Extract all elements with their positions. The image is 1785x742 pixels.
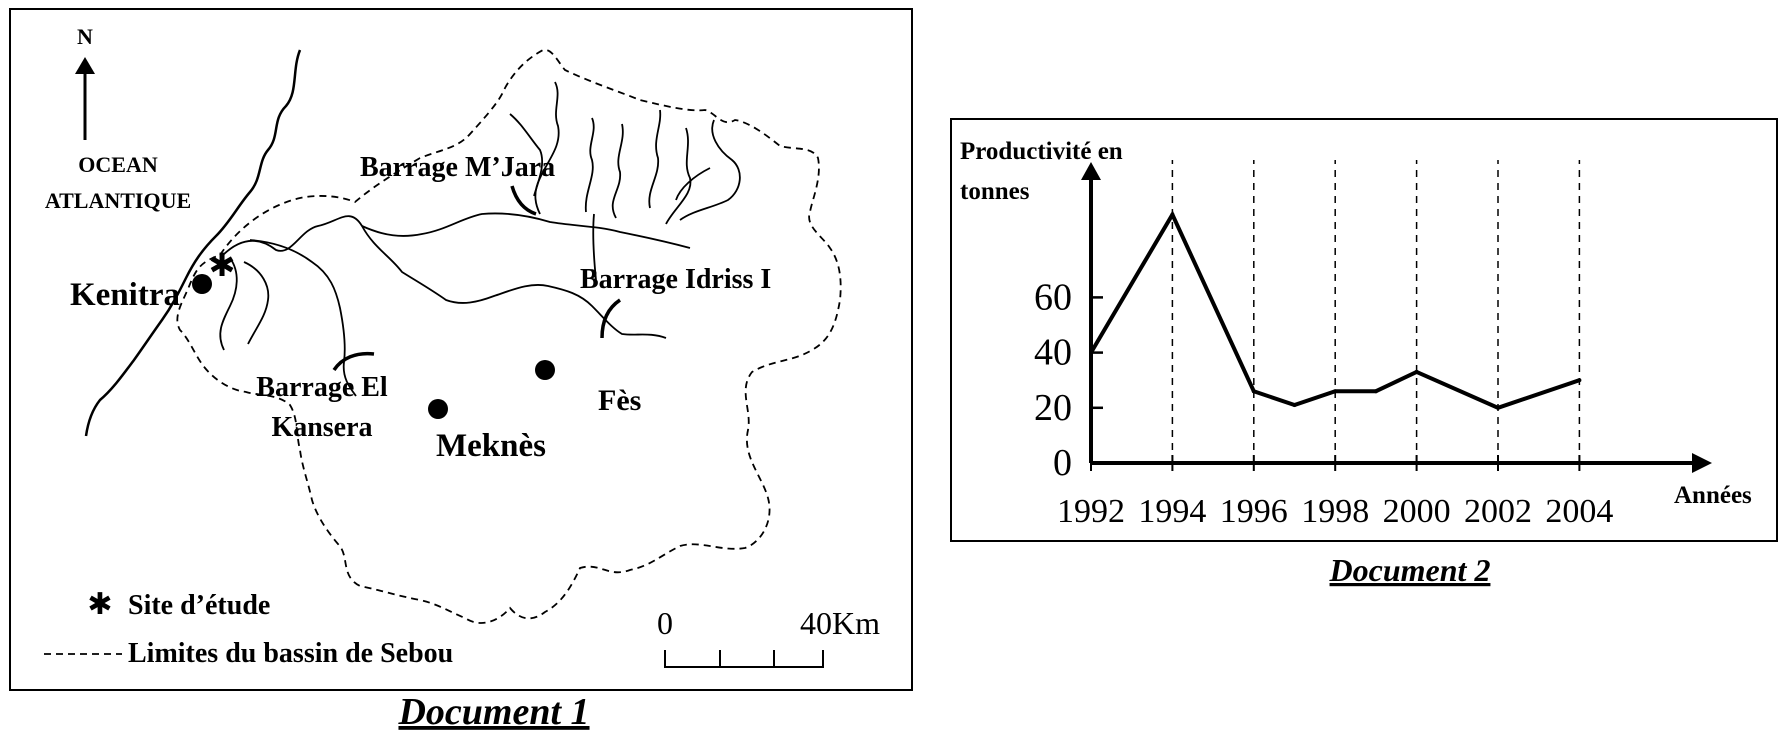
y-tick-label-0: 0 [1053,442,1072,484]
coastline [84,49,302,437]
tributary-1 [534,81,560,215]
chart-xlabel: Années [1674,482,1752,509]
dam-label-mjara: Barrage M’Jara [360,152,555,183]
x-tick-label-1998: 1998 [1301,493,1369,530]
legend-site-symbol: ✱ [87,588,112,621]
city-label-kenitra: Kenitra [70,277,180,313]
dam-label-kansera-line2: Kansera [271,412,372,443]
data-point-1992 [1089,350,1093,355]
scale-start-label: 0 [657,605,673,641]
tributary-6 [665,127,692,225]
legend-site-label: Site d’étude [128,590,270,621]
x-tick-label-1994: 1994 [1138,493,1206,530]
tributary-5 [648,109,662,209]
north-label: N [77,24,93,49]
document-1-map: N OCEAN ATLANTIQUE [9,8,913,733]
dam-kansera-marker [332,351,375,372]
data-point-1994 [1170,212,1175,217]
legend-limits-label: Limites du bassin de Sebou [128,638,453,669]
chart-series [1089,210,1582,410]
chart-ticks: 1992 1994 1996 1998 2000 2002 2004 0 20 40 60 [1034,276,1613,530]
data-point-1998 [1333,389,1338,394]
document-1-caption: Document 1 [397,691,589,733]
data-point-2004 [1577,378,1582,383]
city-dot-kenitra [192,274,212,294]
tributary-2 [509,113,544,197]
rivers [219,81,741,397]
x-tick-label-1992: 1992 [1057,493,1125,530]
city-dot-meknes [428,399,448,419]
data-point-2000 [1414,369,1419,374]
x-tick-label-2004: 2004 [1545,493,1613,530]
dam-label-kansera-line1: Barrage El [256,372,388,403]
city-label-meknes: Meknès [436,428,546,464]
chart-ylabel-line2: tonnes [960,178,1030,205]
sebou-basin-boundary [176,49,842,624]
data-point-1996 [1251,389,1256,394]
ouergha-river [361,212,691,249]
north-arrow [75,57,95,140]
city-dot-fes [535,360,555,380]
data-point-1999 [1373,389,1378,394]
sebou-river [221,215,667,339]
tributary-8 [675,167,711,201]
y-tick-label-60: 60 [1034,276,1072,318]
tributary-4 [611,123,624,219]
chart-ylabel-line1: Productivité en [960,138,1123,165]
tributary-9 [243,261,270,345]
dam-label-idriss: Barrage Idriss I [580,264,771,295]
beht-river [249,239,357,397]
y-tick-label-40: 40 [1034,332,1072,374]
dam-idriss-marker [600,298,622,339]
y-tick-label-20: 20 [1034,387,1072,429]
tributary-3 [584,117,595,213]
tributary-7 [679,119,741,221]
document-2-chart: Productivité en tonnes Années 1992 1994 19… [950,118,1778,588]
chart-grid [1171,160,1581,463]
data-point-2002 [1496,405,1500,410]
data-point-1997 [1292,403,1297,408]
x-tick-label-2000: 2000 [1383,493,1451,530]
x-tick-label-1996: 1996 [1220,493,1288,530]
chart-axes [1089,176,1696,465]
ocean-label-line1: OCEAN [78,152,158,177]
scale-end-label: 40Km [800,605,880,641]
y-axis-arrowhead [1081,162,1101,180]
scale-bar [664,650,824,668]
study-site-marker: ✱ [209,247,236,283]
chart-frame [950,118,1778,542]
tributary-10 [219,257,238,351]
city-label-fes: Fès [598,384,641,417]
dam-mjara-marker [510,185,537,216]
x-axis-arrowhead [1692,453,1712,473]
document-2-caption: Document 2 [1329,552,1491,588]
map-frame [9,8,913,691]
ocean-label-line2: ATLANTIQUE [45,188,191,213]
mjara-inflow [592,213,597,281]
x-tick-label-2002: 2002 [1464,493,1532,530]
